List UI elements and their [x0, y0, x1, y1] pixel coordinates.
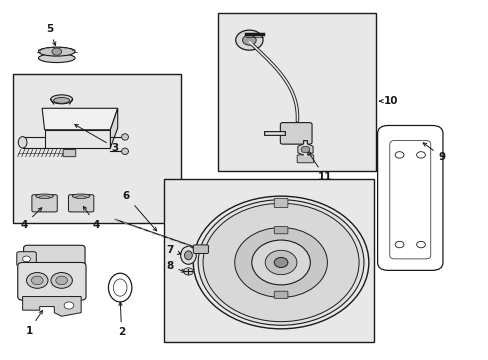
- Circle shape: [394, 152, 403, 158]
- Text: 3: 3: [75, 125, 119, 153]
- Text: 8: 8: [166, 261, 184, 272]
- Text: 1: 1: [25, 311, 42, 336]
- FancyBboxPatch shape: [68, 195, 94, 212]
- Ellipse shape: [39, 47, 75, 56]
- FancyBboxPatch shape: [17, 252, 36, 266]
- Ellipse shape: [122, 134, 128, 140]
- Circle shape: [51, 273, 72, 288]
- Ellipse shape: [39, 54, 75, 63]
- FancyBboxPatch shape: [280, 123, 311, 144]
- Ellipse shape: [274, 257, 287, 267]
- Polygon shape: [297, 143, 312, 156]
- Bar: [163, 179, 373, 342]
- Text: 4: 4: [20, 208, 41, 230]
- Circle shape: [31, 276, 43, 285]
- Text: 6: 6: [122, 191, 156, 231]
- FancyBboxPatch shape: [23, 245, 85, 274]
- Ellipse shape: [122, 148, 128, 154]
- Ellipse shape: [251, 240, 310, 285]
- Text: 7: 7: [166, 245, 181, 255]
- Circle shape: [394, 241, 403, 248]
- Ellipse shape: [198, 200, 363, 325]
- FancyBboxPatch shape: [32, 195, 57, 212]
- Polygon shape: [110, 108, 118, 148]
- Bar: [13, 74, 181, 223]
- FancyBboxPatch shape: [18, 262, 86, 300]
- Circle shape: [416, 152, 425, 158]
- FancyBboxPatch shape: [274, 291, 287, 298]
- Polygon shape: [42, 108, 118, 130]
- Bar: [217, 13, 375, 171]
- Ellipse shape: [203, 203, 358, 321]
- Ellipse shape: [193, 196, 368, 329]
- Ellipse shape: [76, 196, 86, 199]
- FancyBboxPatch shape: [274, 198, 287, 208]
- FancyBboxPatch shape: [63, 149, 76, 157]
- FancyBboxPatch shape: [297, 155, 313, 163]
- FancyBboxPatch shape: [274, 226, 287, 234]
- Polygon shape: [44, 130, 110, 148]
- Ellipse shape: [108, 273, 132, 302]
- Circle shape: [416, 241, 425, 248]
- Circle shape: [56, 276, 67, 285]
- Ellipse shape: [36, 194, 53, 198]
- Circle shape: [22, 256, 30, 262]
- Circle shape: [235, 30, 263, 50]
- Circle shape: [183, 268, 193, 275]
- Text: 5: 5: [46, 24, 56, 45]
- Ellipse shape: [39, 196, 50, 199]
- Ellipse shape: [54, 98, 70, 103]
- Text: 4: 4: [83, 207, 100, 230]
- Circle shape: [52, 48, 61, 55]
- Ellipse shape: [234, 228, 327, 297]
- Text: 9: 9: [422, 143, 445, 162]
- FancyBboxPatch shape: [377, 126, 442, 270]
- Ellipse shape: [180, 246, 196, 264]
- Circle shape: [242, 35, 256, 45]
- Ellipse shape: [51, 95, 73, 104]
- Text: 10: 10: [383, 96, 397, 106]
- Circle shape: [26, 273, 48, 288]
- Circle shape: [301, 146, 309, 153]
- Text: 11: 11: [307, 151, 331, 182]
- Text: 2: 2: [118, 302, 125, 337]
- Ellipse shape: [264, 250, 296, 275]
- Ellipse shape: [184, 251, 192, 260]
- Ellipse shape: [72, 194, 90, 198]
- Ellipse shape: [18, 136, 27, 148]
- Polygon shape: [22, 297, 81, 316]
- Circle shape: [64, 302, 74, 309]
- FancyBboxPatch shape: [193, 245, 208, 253]
